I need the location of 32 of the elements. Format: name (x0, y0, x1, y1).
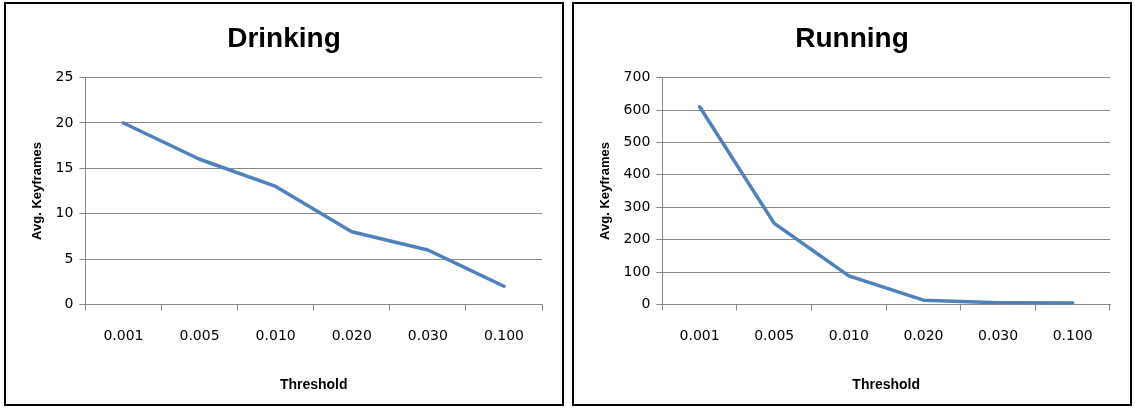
y-tick-label: 15 (55, 158, 74, 175)
x-tick-label: 0.020 (903, 327, 944, 344)
x-tick-label: 0.001 (103, 327, 144, 344)
x-tick-label: 0.001 (679, 327, 720, 344)
y-tick-label: 10 (55, 204, 74, 221)
x-tick-label: 0.005 (754, 327, 795, 344)
y-tick-label: 300 (623, 197, 651, 214)
x-tick-label: 0.020 (331, 327, 372, 344)
y-tick-label: 200 (623, 230, 651, 247)
y-tick-label: 5 (64, 249, 74, 266)
y-tick-label: 100 (623, 262, 651, 279)
y-tick-label: 0 (64, 295, 74, 312)
y-tick-label: 500 (623, 133, 651, 150)
y-tick-label: 25 (55, 68, 74, 85)
x-tick-label: 0.010 (828, 327, 869, 344)
x-tick-label: 0.010 (255, 327, 296, 344)
x-tick-label: 0.100 (483, 327, 524, 344)
x-tick-label: 0.005 (179, 327, 220, 344)
y-tick-label: 0 (641, 295, 651, 312)
x-tick-label: 0.030 (978, 327, 1019, 344)
y-tick-label: 700 (623, 68, 651, 85)
y-axis-title: Avg. Keyframes (597, 142, 613, 240)
x-axis-title: Threshold (852, 376, 920, 393)
y-tick-label: 400 (623, 165, 651, 182)
chart-title: Running (795, 21, 909, 53)
x-tick-label: 0.030 (407, 327, 448, 344)
x-tick-label: 0.100 (1052, 327, 1093, 344)
y-tick-label: 600 (623, 100, 651, 117)
chart-title: Drinking (227, 21, 341, 53)
y-tick-label: 20 (55, 113, 74, 130)
x-axis-title: Threshold (279, 376, 348, 393)
y-axis-title: Avg. Keyframes (29, 142, 45, 240)
